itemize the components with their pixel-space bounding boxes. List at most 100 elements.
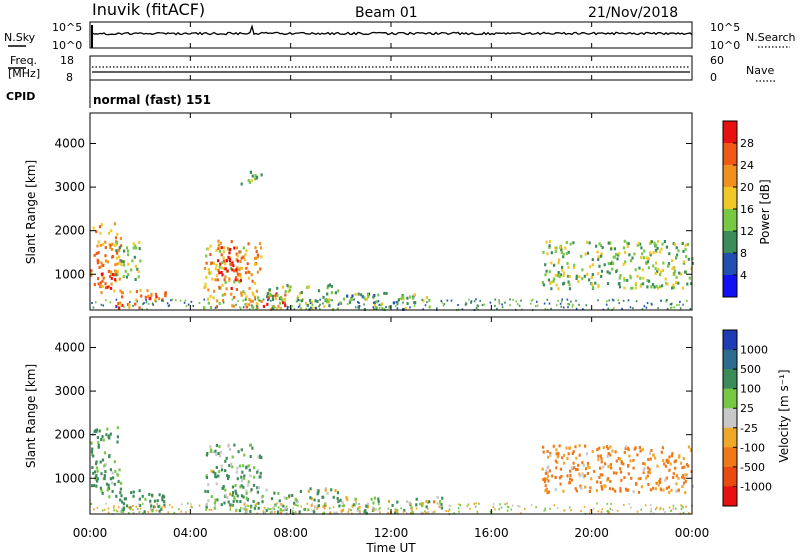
echo-cell [164,291,167,295]
echo-cell [597,272,600,276]
echo-cell [115,242,118,246]
echo-cell [409,503,411,506]
echo-cell [558,275,561,279]
echo-cell [229,508,232,511]
echo-cell [581,277,584,281]
echo-cell [205,476,208,479]
echo-cell [598,446,601,450]
echo-cell [107,483,110,487]
echo-cell [207,247,210,251]
echo-cell [626,278,629,282]
echo-cell [618,285,622,289]
colorbar-tick-label: 24 [740,159,754,172]
echo-cell [168,503,171,506]
echo-cell [95,252,98,255]
echo-cell [215,482,218,486]
echo-cell [164,294,167,298]
echo-cell [274,504,277,507]
echo-cell [239,307,242,310]
echo-cell [335,511,338,515]
echo-cell [665,300,668,303]
echo-cell [373,301,376,305]
echo-cell [229,448,232,451]
echo-cell [644,462,647,466]
echo-cell [627,448,630,452]
echo-cell [136,267,139,271]
echo-cell [316,300,319,303]
echo-cell [105,482,109,486]
echo-cell [681,474,684,478]
echo-cell [262,510,265,513]
echo-cell [596,502,598,505]
echo-cell [578,472,581,476]
echo-cell [348,299,351,302]
echo-cell [102,242,105,246]
echo-cell [358,510,361,514]
echo-cell [672,285,676,289]
echo-cell [474,505,477,508]
echo-cell [612,299,615,302]
echo-cell [97,445,100,449]
echo-cell [90,441,93,445]
echo-cell [652,486,655,490]
echo-cell [183,301,186,304]
echo-cell [150,507,152,510]
echo-cell [575,274,578,278]
echo-cell [260,300,263,303]
echo-cell [93,283,96,287]
echo-cell [348,508,351,512]
echo-cell [246,504,249,507]
echo-cell [350,509,353,512]
echo-cell [210,508,213,511]
echo-cell [501,306,504,309]
echo-cell [665,476,668,480]
echo-cell [242,507,245,511]
echo-cell [103,477,106,480]
echo-cell [206,451,209,455]
echo-cell [642,256,645,260]
echo-cell [623,286,626,290]
echo-cell [659,477,662,481]
echo-cell [647,470,650,474]
echo-cell [99,284,102,288]
echo-cell [550,280,553,284]
echo-cell [98,225,102,229]
echo-cell [132,246,135,250]
echo-cell [658,250,662,254]
echo-cell [325,504,327,507]
echo-cell [226,246,230,250]
echo-cell [402,301,404,304]
echo-cell [225,456,228,460]
echo-cell [161,498,164,502]
echo-cell [672,272,676,276]
echo-cell [221,273,224,277]
echo-cell [220,246,223,250]
echo-cell [256,175,259,179]
echo-cell [475,502,477,505]
echo-cell [438,502,441,505]
echo-cell [116,262,119,266]
echo-cell [632,458,635,462]
echo-cell [427,507,429,510]
echo-cell [556,455,559,459]
echo-cell [109,301,112,304]
echo-cell [547,455,550,459]
echo-cell [148,492,151,496]
echo-cell [554,488,557,492]
echo-cell [109,246,112,250]
echo-cell [328,298,331,302]
echo-cell [330,298,332,301]
cpid-label: CPID [6,90,35,103]
echo-cell [215,466,218,469]
echo-cell [394,508,397,511]
echo-cell [215,274,218,278]
echo-cell [252,293,255,297]
echo-cell [134,264,137,268]
echo-cell [687,464,690,468]
echo-cell [334,489,337,493]
colorbar-tick-label: 500 [740,363,761,376]
colorbar-tick-label: 16 [740,203,754,216]
echo-cell [236,494,239,498]
echo-cell [378,503,380,506]
